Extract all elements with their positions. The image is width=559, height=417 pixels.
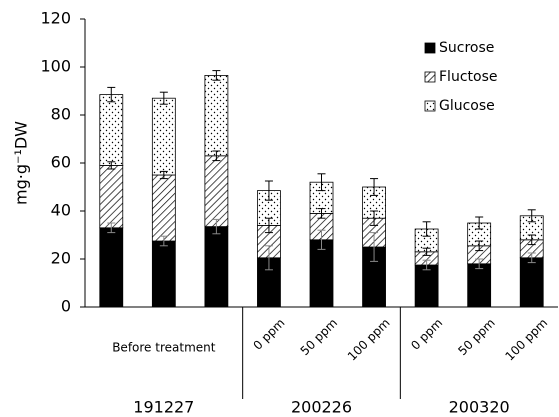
y-tick-label: 40 <box>51 201 71 220</box>
error-bar <box>159 170 168 180</box>
bar-segment <box>519 257 544 308</box>
error-bar <box>527 209 536 223</box>
x-tick-label: 100 ppm <box>502 316 550 364</box>
error-bar <box>159 91 168 105</box>
x-tick-label: 0 ppm <box>408 316 445 353</box>
bar-segment <box>99 164 124 229</box>
error-bar <box>107 86 116 103</box>
bar-segment <box>467 263 492 308</box>
error-bar <box>422 221 431 237</box>
legend-label: Fluctose <box>439 69 497 85</box>
error-bar <box>212 218 221 235</box>
bar-segment <box>414 264 439 308</box>
bar-segment <box>204 226 229 308</box>
legend-swatch <box>424 42 436 54</box>
bar-segment <box>151 174 176 242</box>
legend-label: Sucrose <box>439 40 494 56</box>
error-bar <box>264 217 273 234</box>
error-bar <box>475 240 484 252</box>
error-bar <box>317 208 326 219</box>
bar-segment <box>204 75 229 157</box>
x-tick-label: 50 ppm <box>298 316 340 358</box>
bar-segment <box>99 227 124 308</box>
error-bar <box>264 245 273 271</box>
error-bar <box>212 70 221 81</box>
error-bar <box>370 232 379 262</box>
y-tick-label: 120 <box>40 9 71 28</box>
error-bar <box>159 235 168 247</box>
legend-swatch <box>424 71 436 83</box>
error-bar <box>317 173 326 192</box>
y-tick-label: 80 <box>51 105 71 124</box>
bar-segment <box>99 94 124 166</box>
x-tick-label: 50 ppm <box>455 316 497 358</box>
error-bar <box>475 216 484 230</box>
bar-segment <box>151 97 176 176</box>
y-tick-label: 100 <box>40 57 71 76</box>
bar-segment <box>204 155 229 228</box>
error-bar <box>370 210 379 226</box>
y-axis-label: mg·g⁻¹DW <box>12 121 31 205</box>
error-bar <box>317 229 326 250</box>
bar-segment <box>151 240 176 308</box>
x-tick-label: Before treatment <box>112 341 216 355</box>
group-label: 191227 <box>133 398 194 417</box>
group-label: 200320 <box>449 398 510 417</box>
error-bar <box>370 178 379 196</box>
error-bar <box>422 247 431 256</box>
x-tick-label: 100 ppm <box>345 316 393 364</box>
error-bar <box>527 234 536 246</box>
error-bar <box>527 252 536 264</box>
error-bar <box>264 180 273 201</box>
legend-label: Glucose <box>439 98 495 114</box>
y-tick-label: 60 <box>51 153 71 172</box>
error-bar <box>212 150 221 162</box>
y-tick-label: 20 <box>51 249 71 268</box>
error-bar <box>475 258 484 270</box>
error-bar <box>107 161 116 170</box>
error-bar <box>107 222 116 234</box>
y-tick-label: 0 <box>61 297 71 316</box>
error-bar <box>422 259 431 271</box>
legend-swatch <box>424 100 436 112</box>
x-tick-label: 0 ppm <box>251 316 288 353</box>
group-label: 200226 <box>291 398 352 417</box>
